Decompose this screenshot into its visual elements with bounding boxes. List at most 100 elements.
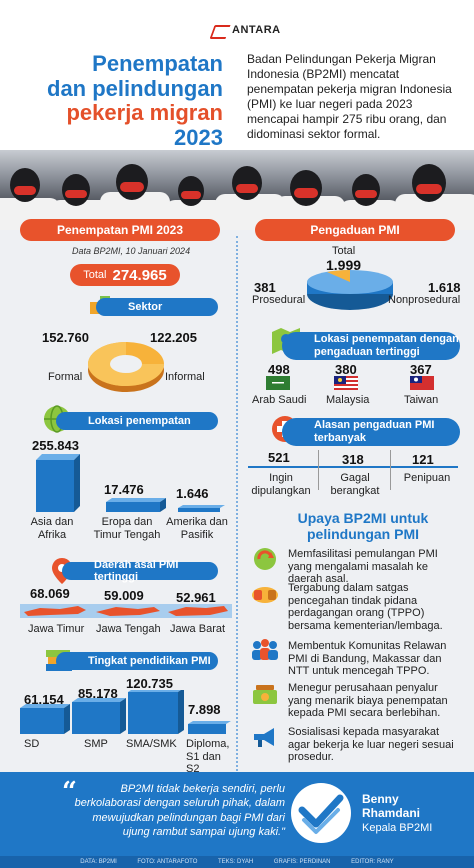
upaya-item-3: Membentuk Komunitas Relawan PMI di Bandu… [288, 640, 447, 678]
speaker-name-line-2: Rhamdani [362, 806, 421, 821]
credits-footer: DATA: BP2MI FOTO: ANTARAFOTO TEKS: DYAH … [0, 856, 474, 868]
credit-teks: TEKS: DYAH [217, 859, 254, 865]
alasan-label-3: Penipuan [403, 472, 451, 484]
credit-editor: EDITOR: RANY [351, 859, 394, 865]
pendidikan-label-1: SD [24, 738, 40, 750]
title-line-2: dan pelindungan [47, 75, 223, 101]
pendidikan-value-4: 7.898 [188, 702, 221, 717]
nonprosedural-value: 1.618 [428, 280, 461, 295]
lokasi-bar-2 [106, 502, 160, 512]
pendidikan-bar-4 [188, 724, 226, 734]
lokasi-title: Lokasi penempatan [56, 412, 218, 430]
daerah-title: Daerah asal PMI tertinggi [62, 559, 218, 583]
pengaduan-total-label: Total [332, 245, 356, 257]
pendidikan-label-3: SMA/SMK [126, 738, 177, 750]
alasan-label-1: Ingin dipulangkan [251, 472, 311, 497]
speaker-role: Kepala BP2MI [362, 822, 433, 834]
daerah-label-1: Jawa Timur [28, 623, 85, 635]
alasan-value-2: 318 [342, 452, 364, 467]
pendidikan-title: Tingkat pendidikan PMI [56, 652, 218, 670]
pengaduan-lokasi-value-2: 380 [335, 362, 357, 377]
lokasi-bar-1 [36, 460, 74, 512]
alasan-label-2: Gagal berangkat [330, 472, 380, 497]
lokasi-value-3: 1.646 [176, 486, 209, 501]
return-arrows-icon [254, 548, 276, 570]
intro-text: Badan Pelindungan Pekerja Migran Indones… [247, 52, 452, 141]
pengaduan-lokasi-label-2: Malaysia [326, 394, 370, 406]
alasan-sep-2 [390, 450, 391, 490]
title-line-3: pekerja migran [66, 100, 223, 126]
lokasi-label-1: Asia dan Afrika [30, 516, 74, 541]
daerah-label-2: Jawa Tengah [96, 623, 161, 635]
formal-label: Formal [48, 371, 83, 383]
lokasi-pengaduan-title: Lokasi penempatan dengan pengaduan terti… [282, 332, 460, 360]
header: ANTARA Penempatan dan pelindungan pekerj… [0, 0, 474, 150]
upaya-item-4: Menegur perusahaan penyalur yang menarik… [288, 682, 448, 720]
crowd-photo [0, 150, 474, 230]
antara-logo: ANTARA [212, 23, 281, 37]
credit-data: DATA: BP2MI [80, 859, 117, 865]
jawa-timur-shape [24, 606, 86, 616]
penempatan-header: Penempatan PMI 2023 [20, 219, 220, 241]
credit-foto: FOTO: ANTARAFOTO [137, 859, 198, 865]
title-line-4: 2023 [174, 124, 223, 150]
alasan-title: Alasan pengaduan PMI terbanyak [282, 418, 460, 446]
handshake-icon [252, 587, 278, 603]
prosedural-value: 381 [254, 280, 276, 295]
sektor-title: Sektor [96, 298, 218, 316]
daerah-value-2: 59.009 [104, 588, 144, 603]
column-divider [236, 236, 238, 771]
daerah-value-3: 52.961 [176, 590, 216, 605]
saudi-flag-icon [266, 376, 290, 390]
daerah-value-1: 68.069 [30, 586, 70, 601]
malaysia-flag-icon [334, 376, 358, 390]
community-icon [252, 639, 278, 660]
megaphone-icon [254, 728, 274, 747]
taiwan-flag-icon [410, 376, 434, 390]
pendidikan-value-3: 120.735 [126, 676, 173, 691]
upaya-item-5: Sosialisasi kepada masyarakat agar beker… [288, 726, 454, 764]
pendidikan-label-4: Diploma, S1 dan S2 [186, 738, 230, 776]
pengaduan-lokasi-label-3: Taiwan [404, 394, 439, 406]
money-icon [253, 685, 277, 704]
quote-panel [0, 772, 474, 856]
jawa-barat-shape [168, 606, 228, 616]
quote-mark-icon: “ [62, 777, 77, 807]
alasan-value-1: 521 [268, 450, 290, 465]
title-line-1: Penempatan [92, 51, 223, 76]
alasan-sep-1 [318, 450, 319, 490]
daerah-label-3: Jawa Barat [170, 623, 226, 635]
lokasi-bar-3 [178, 508, 220, 512]
informal-value: 122.205 [150, 330, 197, 345]
pengaduan-total-value: 1.999 [326, 257, 362, 273]
page-title: Penempatan dan pelindungan pekerja migra… [18, 51, 223, 151]
lokasi-value-1: 255.843 [32, 438, 79, 453]
total-label: Total [83, 269, 107, 281]
upaya-item-2: Tergabung dalam satgas pencegahan tindak… [288, 582, 443, 632]
pengaduan-lokasi-value-3: 367 [410, 362, 432, 377]
pendidikan-bars [20, 690, 231, 734]
pendidikan-value-1: 61.154 [24, 692, 64, 707]
bp2mi-emblem [291, 783, 351, 843]
lokasi-label-3: Amerika dan Pasifik [166, 516, 228, 541]
pendidikan-label-2: SMP [84, 738, 108, 750]
alasan-baseline [248, 466, 458, 468]
formal-value: 152.760 [42, 330, 89, 345]
alasan-value-3: 121 [412, 452, 434, 467]
lokasi-label-2: Eropa dan Timur Tengah [93, 516, 161, 541]
total-placement: Total 274.965 [70, 264, 180, 286]
pengaduan-lokasi-value-1: 498 [268, 362, 290, 377]
pendidikan-bar-2 [72, 702, 120, 734]
speaker-name-line-1: Benny [362, 792, 399, 806]
upaya-item-1: Memfasilitasi pemulangan PMI yang mengal… [288, 548, 438, 586]
nonprosedural-label: Nonprosedural [388, 294, 461, 306]
speaker-name: Benny Rhamdani [362, 792, 420, 821]
antara-logo-icon [212, 23, 228, 37]
pengaduan-lokasi-label-1: Arab Saudi [252, 394, 307, 406]
pengaduan-header: Pengaduan PMI [255, 219, 455, 241]
pendidikan-value-2: 85.178 [78, 686, 118, 701]
jawa-tengah-shape [96, 607, 160, 616]
total-value: 274.965 [112, 266, 167, 284]
brand-name: ANTARA [232, 24, 281, 36]
sektor-donut [88, 342, 164, 392]
